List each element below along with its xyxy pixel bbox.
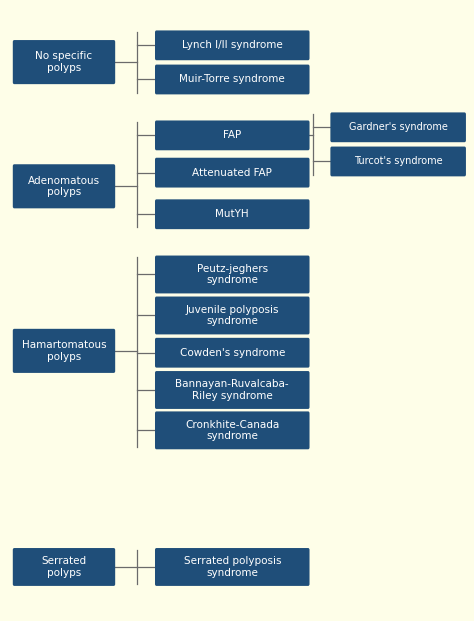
Text: Serrated polyposis
syndrome: Serrated polyposis syndrome [183,556,281,578]
FancyBboxPatch shape [155,120,310,150]
Text: Muir-Torre syndrome: Muir-Torre syndrome [179,75,285,84]
Text: Gardner's syndrome: Gardner's syndrome [349,122,447,132]
FancyBboxPatch shape [155,338,310,368]
FancyBboxPatch shape [155,371,310,409]
FancyBboxPatch shape [13,329,115,373]
Text: Cronkhite-Canada
syndrome: Cronkhite-Canada syndrome [185,420,279,441]
Text: FAP: FAP [223,130,241,140]
FancyBboxPatch shape [155,65,310,94]
Text: Hamartomatous
polyps: Hamartomatous polyps [22,340,106,361]
Text: MutYH: MutYH [216,209,249,219]
Text: Turcot's syndrome: Turcot's syndrome [354,156,442,166]
Text: Peutz-jeghers
syndrome: Peutz-jeghers syndrome [197,264,268,285]
FancyBboxPatch shape [155,297,310,334]
FancyBboxPatch shape [155,548,310,586]
FancyBboxPatch shape [13,40,115,84]
FancyBboxPatch shape [330,147,466,176]
Text: Serrated
polyps: Serrated polyps [41,556,87,578]
Text: Juvenile polyposis
syndrome: Juvenile polyposis syndrome [185,305,279,326]
FancyBboxPatch shape [13,548,115,586]
Text: Adenomatous
polyps: Adenomatous polyps [28,176,100,197]
FancyBboxPatch shape [13,164,115,209]
Text: Cowden's syndrome: Cowden's syndrome [180,348,285,358]
Text: Lynch I/II syndrome: Lynch I/II syndrome [182,40,283,50]
FancyBboxPatch shape [155,256,310,293]
FancyBboxPatch shape [155,199,310,229]
Text: No specific
polyps: No specific polyps [36,52,92,73]
FancyBboxPatch shape [155,412,310,450]
Text: Attenuated FAP: Attenuated FAP [192,168,272,178]
FancyBboxPatch shape [155,30,310,60]
FancyBboxPatch shape [330,112,466,142]
Text: Bannayan-Ruvalcaba-
Riley syndrome: Bannayan-Ruvalcaba- Riley syndrome [175,379,289,401]
FancyBboxPatch shape [155,158,310,188]
